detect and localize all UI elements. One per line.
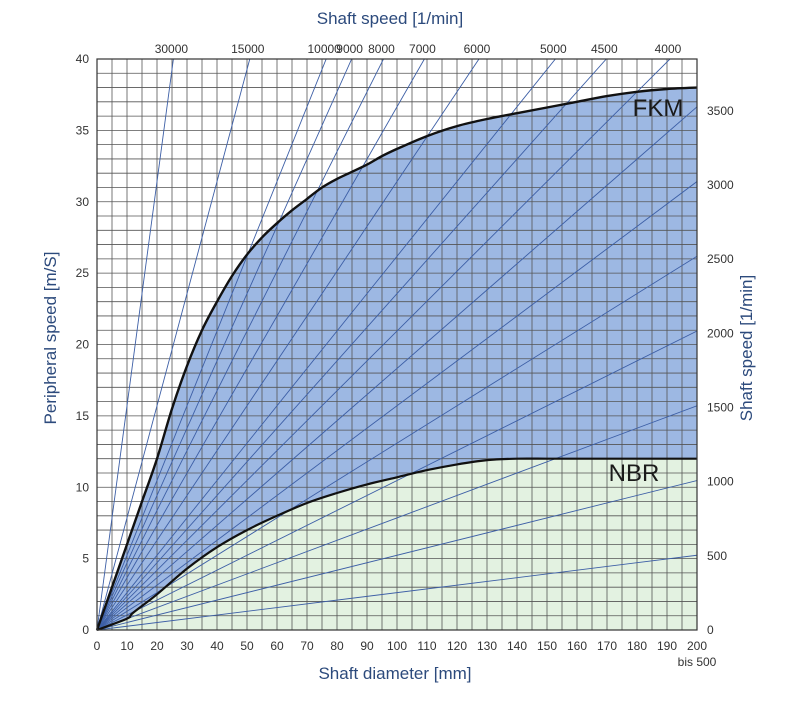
speed-line-2500 — [97, 255, 697, 630]
x-tick-label: 20 — [150, 639, 164, 653]
speed-line-5000 — [97, 59, 556, 630]
top-tick-label: 4500 — [591, 42, 618, 56]
speed-line-4500 — [97, 59, 607, 630]
speed-line-4000 — [97, 59, 671, 630]
x-tick-note: bis 500 — [678, 655, 717, 669]
top-tick-label: 4000 — [655, 42, 682, 56]
top-tick-label: 30000 — [155, 42, 189, 56]
x-tick-label: 120 — [447, 639, 467, 653]
x-axis-title: Shaft diameter [mm] — [318, 664, 471, 683]
y-tick-label: 5 — [82, 552, 89, 566]
y-axis-title: Peripheral speed [m/S] — [41, 252, 60, 425]
x-tick-label: 150 — [537, 639, 557, 653]
speed-line-1000 — [97, 480, 697, 630]
right-tick-label: 2000 — [707, 326, 734, 340]
series-label-fkm: FKM — [633, 95, 684, 122]
series-line-fkm — [95, 86, 698, 631]
x-tick-label: 60 — [270, 639, 284, 653]
x-tick-label: 100 — [387, 639, 407, 653]
right-tick-label: 500 — [707, 549, 727, 563]
speed-lines — [97, 59, 697, 630]
speed-line-9000 — [97, 59, 353, 630]
x-tick-label: 130 — [477, 639, 497, 653]
top-tick-label: 7000 — [409, 42, 436, 56]
speed-line-8000 — [97, 59, 384, 630]
x-tick-label: 10 — [120, 639, 134, 653]
speed-line-30000 — [97, 59, 174, 630]
y-tick-label: 25 — [76, 266, 90, 280]
speed-line-7000 — [97, 59, 425, 630]
series-line-nbr — [96, 457, 697, 632]
speed-line-3500 — [97, 106, 697, 630]
top-tick-label: 8000 — [368, 42, 395, 56]
plot-frame — [96, 58, 698, 631]
right-tick-label: 1000 — [707, 475, 734, 489]
y-tick-label: 35 — [76, 123, 90, 137]
right-tick-label: 3000 — [707, 178, 734, 192]
x-tick-label: 40 — [210, 639, 224, 653]
x-tick-label: 90 — [360, 639, 374, 653]
series-label-nbr: NBR — [609, 460, 660, 487]
right-tick-label: 2500 — [707, 252, 734, 266]
right-tick-label: 0 — [707, 623, 714, 637]
x-tick-label: 70 — [300, 639, 314, 653]
y-tick-label: 20 — [76, 338, 90, 352]
right-axis-title: Shaft speed [1/min] — [737, 275, 756, 421]
x-tick-label: 110 — [417, 639, 436, 653]
x-tick-label: 180 — [627, 639, 647, 653]
top-axis-title: Shaft speed [1/min] — [317, 9, 463, 28]
x-tick-label: 160 — [567, 639, 587, 653]
speed-line-2000 — [97, 330, 697, 630]
x-tick-label: 50 — [240, 639, 254, 653]
top-tick-label: 6000 — [464, 42, 491, 56]
right-tick-label: 1500 — [707, 401, 734, 415]
y-tick-label: 10 — [76, 480, 90, 494]
top-tick-label: 15000 — [231, 42, 265, 56]
top-tick-label: 10000 — [307, 42, 341, 56]
speed-line-6000 — [97, 59, 480, 630]
y-tick-label: 0 — [82, 623, 89, 637]
right-tick-label: 3500 — [707, 104, 734, 118]
x-tick-label: 140 — [507, 639, 527, 653]
speed-line-15000 — [97, 59, 251, 630]
speed-line-1500 — [97, 405, 697, 630]
x-tick-label: 30 — [180, 639, 194, 653]
x-tick-label: 200 — [687, 639, 707, 653]
speed-line-500 — [97, 554, 697, 630]
y-tick-label: 30 — [76, 195, 90, 209]
x-tick-label: 190 — [657, 639, 677, 653]
top-tick-label: 5000 — [540, 42, 567, 56]
y-tick-label: 15 — [76, 409, 90, 423]
top-tick-label: 9000 — [336, 42, 363, 56]
speed-line-10000 — [97, 59, 327, 630]
speed-line-3000 — [97, 181, 697, 630]
x-tick-label: 80 — [330, 639, 344, 653]
y-tick-label: 40 — [76, 52, 90, 66]
x-tick-label: 170 — [597, 639, 617, 653]
x-tick-label: 0 — [94, 639, 101, 653]
